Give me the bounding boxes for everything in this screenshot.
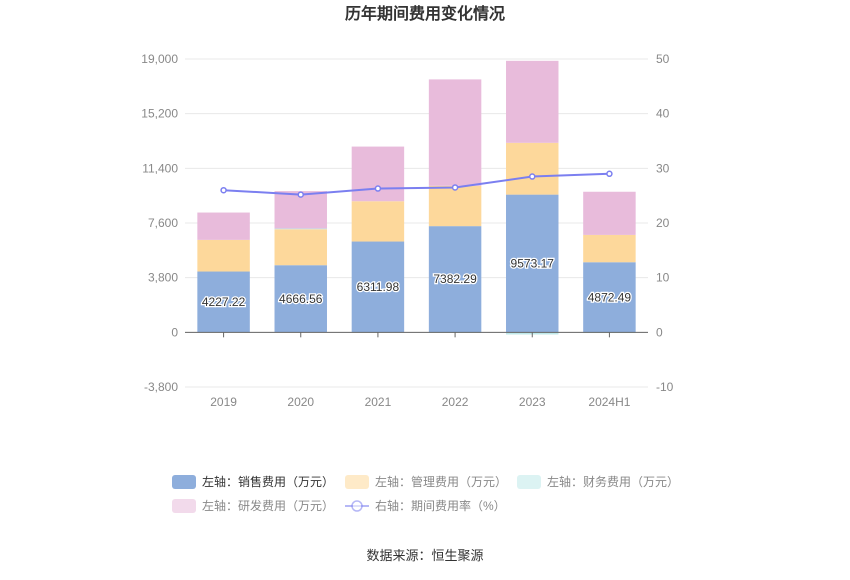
chart-title: 历年期间费用变化情况 <box>345 4 505 23</box>
right-axis-tick-label: 50 <box>656 52 670 66</box>
legend-item-finance[interactable]: 左轴：财务费用（万元） <box>517 474 679 489</box>
left-axis-tick-label: 3,800 <box>148 271 178 285</box>
bar-admin <box>583 235 635 262</box>
legend-item-rd[interactable]: 左轴：研发费用（万元） <box>172 498 334 513</box>
line-point-rate <box>530 174 535 179</box>
right-axis-tick-label: 30 <box>656 161 670 175</box>
bar-rd <box>352 147 404 202</box>
legend-marker <box>352 501 362 511</box>
bar-admin <box>197 240 249 272</box>
legend-swatch <box>345 475 369 489</box>
x-axis-tick-label: 2024H1 <box>588 395 630 409</box>
left-axis-tick-label: -3,800 <box>144 380 178 394</box>
data-label-sales: 4872.49 <box>588 290 632 304</box>
bars-layer <box>197 61 635 335</box>
bar-rd <box>197 213 249 240</box>
legend-label: 左轴：销售费用（万元） <box>202 474 334 489</box>
data-label-sales: 4666.56 <box>279 292 323 306</box>
data-label-sales: 7382.29 <box>433 272 477 286</box>
legend-label: 左轴：研发费用（万元） <box>202 498 334 513</box>
legend-swatch <box>172 499 196 513</box>
legend-label: 左轴：管理费用（万元） <box>375 474 507 489</box>
left-axis-tick-label: 15,200 <box>141 107 178 121</box>
line-point-rate <box>298 192 303 197</box>
bar-admin <box>275 229 327 265</box>
bar-admin <box>352 201 404 241</box>
x-axis-tick-label: 2021 <box>365 395 392 409</box>
x-axis-tick-label: 2019 <box>210 395 237 409</box>
data-label-sales: 9573.17 <box>511 256 555 270</box>
bar-rd <box>583 192 635 235</box>
bar-admin <box>429 186 481 226</box>
legend-label: 左轴：财务费用（万元） <box>547 474 679 489</box>
right-axis-tick-label: -10 <box>656 380 674 394</box>
line-point-rate <box>607 171 612 176</box>
legend-item-admin[interactable]: 左轴：管理费用（万元） <box>345 474 507 489</box>
x-axis-tick-label: 2022 <box>442 395 469 409</box>
data-label-sales: 4227.22 <box>202 295 246 309</box>
data-label-sales: 6311.98 <box>357 280 400 294</box>
source-text: 数据来源：恒生聚源 <box>366 548 483 563</box>
left-axis-tick-label: 7,600 <box>148 216 178 230</box>
legend-swatch <box>172 475 196 489</box>
legend-label: 右轴：期间费用率（%） <box>375 498 506 513</box>
right-axis-tick-label: 20 <box>656 216 670 230</box>
right-axis-tick-label: 0 <box>656 325 663 339</box>
right-axis-tick-label: 40 <box>656 107 670 121</box>
left-axis-tick-label: 19,000 <box>141 52 178 66</box>
bar-rd <box>429 79 481 185</box>
bar-finance <box>275 229 327 230</box>
left-axis-tick-label: 0 <box>171 325 178 339</box>
right-axis-tick-label: 10 <box>656 271 670 285</box>
legend-item-sales[interactable]: 左轴：销售费用（万元） <box>172 474 334 489</box>
legend-swatch <box>517 475 541 489</box>
line-point-rate <box>375 186 380 191</box>
grid-layer <box>185 59 648 387</box>
legend: 左轴：销售费用（万元） 左轴：管理费用（万元） 左轴：财务费用（万元） 左轴：研发费用… <box>172 474 679 513</box>
bar-rd <box>506 61 558 143</box>
line-point-rate <box>221 188 226 193</box>
x-axis-tick-label: 2020 <box>287 395 314 409</box>
legend-item-rate[interactable]: 右轴：期间费用率（%） <box>345 498 506 513</box>
line-point-rate <box>453 185 458 190</box>
left-axis-tick-label: 11,400 <box>142 161 178 175</box>
bar-admin <box>506 143 558 195</box>
data-labels-layer: 4227.22 4666.56 6311.98 7382.29 9573.17 4872.… <box>202 256 632 308</box>
x-axis-tick-label: 2023 <box>519 395 546 409</box>
